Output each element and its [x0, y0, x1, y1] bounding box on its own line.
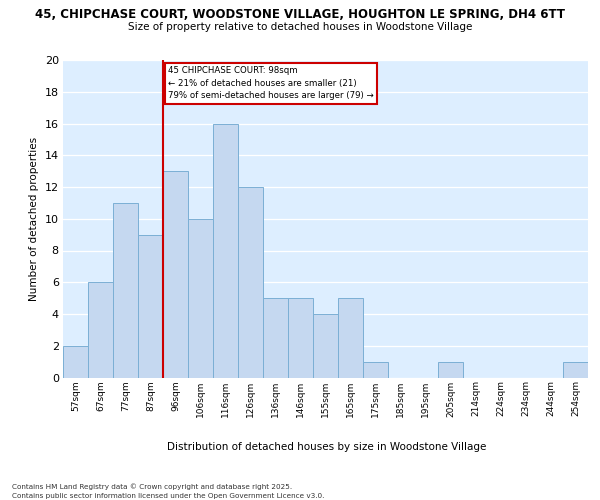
Bar: [188, 219, 213, 378]
Text: 45 CHIPCHASE COURT: 98sqm
← 21% of detached houses are smaller (21)
79% of semi-: 45 CHIPCHASE COURT: 98sqm ← 21% of detac…: [168, 66, 374, 100]
Bar: [88, 282, 113, 378]
Text: Contains HM Land Registry data © Crown copyright and database right 2025.
Contai: Contains HM Land Registry data © Crown c…: [12, 484, 325, 499]
Bar: [113, 203, 138, 378]
Text: Distribution of detached houses by size in Woodstone Village: Distribution of detached houses by size …: [167, 442, 487, 452]
Bar: [213, 124, 238, 378]
Bar: [313, 314, 338, 378]
Bar: [138, 234, 163, 378]
Text: Size of property relative to detached houses in Woodstone Village: Size of property relative to detached ho…: [128, 22, 472, 32]
Bar: [563, 362, 588, 378]
Bar: [263, 298, 288, 378]
Bar: [288, 298, 313, 378]
Bar: [338, 298, 363, 378]
Bar: [63, 346, 88, 378]
Text: 45, CHIPCHASE COURT, WOODSTONE VILLAGE, HOUGHTON LE SPRING, DH4 6TT: 45, CHIPCHASE COURT, WOODSTONE VILLAGE, …: [35, 8, 565, 20]
Bar: [163, 171, 188, 378]
Bar: [363, 362, 388, 378]
Bar: [438, 362, 463, 378]
Bar: [238, 187, 263, 378]
Y-axis label: Number of detached properties: Number of detached properties: [29, 136, 39, 301]
